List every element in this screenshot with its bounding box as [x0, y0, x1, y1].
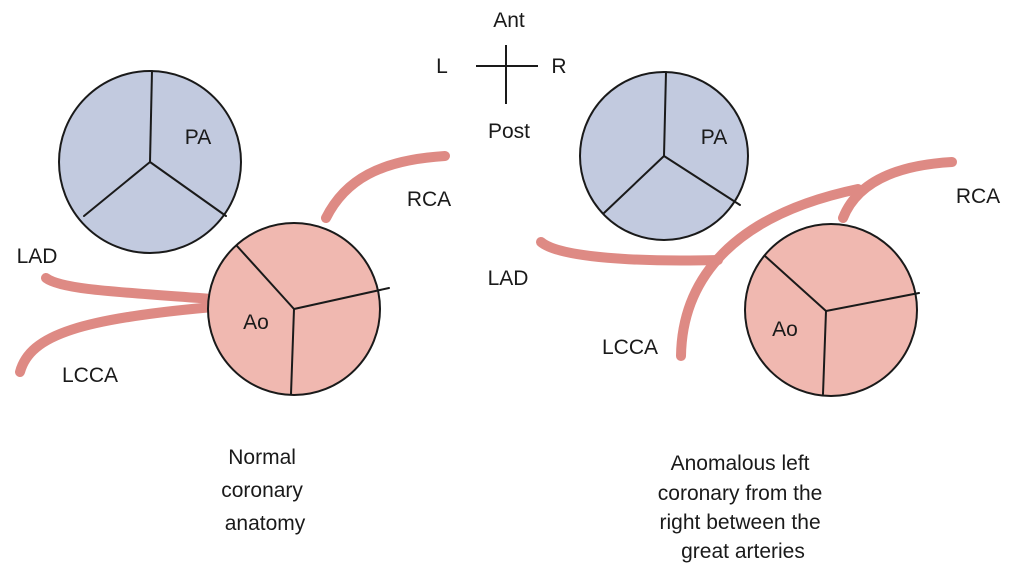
anomalous-lcca-vessel [676, 184, 863, 361]
normal-lcca-label: LCCA [62, 364, 118, 387]
anomalous-rca-vessel [838, 157, 957, 223]
normal-rca-label: RCA [407, 188, 451, 211]
normal-pa-cusp-line [83, 161, 151, 217]
normal-caption-line: coronary [221, 479, 303, 502]
anomalous-aorta: Ao [744, 223, 920, 397]
normal-pa-label: PA [185, 126, 211, 149]
anomalous-ao-cusp-line [764, 255, 827, 312]
normal-anatomy-panel: PA Ao RCA LAD LCCA Normal coronary anato… [15, 70, 451, 535]
anomalous-caption: Anomalous left coronary from the right b… [658, 452, 828, 563]
normal-ao-cusp-line [293, 287, 390, 310]
orientation-compass: Ant L R Post [436, 9, 566, 143]
anomalous-lcca-label: LCCA [602, 336, 658, 359]
anomalous-caption-line: great arteries [681, 540, 805, 563]
anomalous-ao-cusp-line [822, 310, 827, 395]
normal-pa-cusp-line [149, 161, 227, 217]
normal-lcca-vessel [15, 301, 230, 377]
anomalous-ao-cusp-line [825, 292, 920, 312]
normal-ao-label: Ao [243, 311, 269, 334]
normal-aorta: Ao [207, 222, 390, 396]
anomalous-pa-cusp-line [663, 155, 741, 206]
normal-pa-cusp-line [149, 70, 153, 163]
normal-caption-line: anatomy [225, 512, 306, 535]
compass-anterior-label: Ant [493, 9, 525, 32]
anomalous-pa-cusp-line [603, 155, 665, 214]
normal-rca-vessel [321, 151, 450, 223]
anomalous-ao-label: Ao [772, 318, 798, 341]
normal-pulmonary-artery: PA [58, 70, 242, 254]
compass-left-label: L [436, 55, 448, 78]
anomalous-pulmonary-artery: PA [579, 71, 749, 241]
anomalous-pa-label: PA [701, 126, 727, 149]
anomalous-lad-label: LAD [488, 267, 529, 290]
normal-ao-cusp-line [236, 245, 295, 310]
anomalous-caption-line: coronary from the [658, 482, 823, 505]
anomalous-caption-line: right between the [660, 511, 821, 534]
anomalous-anatomy-panel: PA Ao RCA LAD LCCA Anomalous left corona… [488, 71, 1000, 563]
compass-right-label: R [551, 55, 566, 78]
normal-lad-label: LAD [17, 245, 58, 268]
normal-caption-line: Normal [228, 446, 296, 469]
anomalous-pa-cusp-line [663, 71, 667, 157]
normal-caption: Normal coronary anatomy [221, 446, 309, 535]
anomalous-lad-vessel [536, 237, 723, 266]
compass-posterior-label: Post [488, 120, 530, 143]
anomalous-caption-line: Anomalous left [671, 452, 810, 475]
normal-ao-cusp-line [290, 308, 295, 395]
anomalous-rca-label: RCA [956, 185, 1000, 208]
normal-lad-vessel [41, 273, 230, 305]
